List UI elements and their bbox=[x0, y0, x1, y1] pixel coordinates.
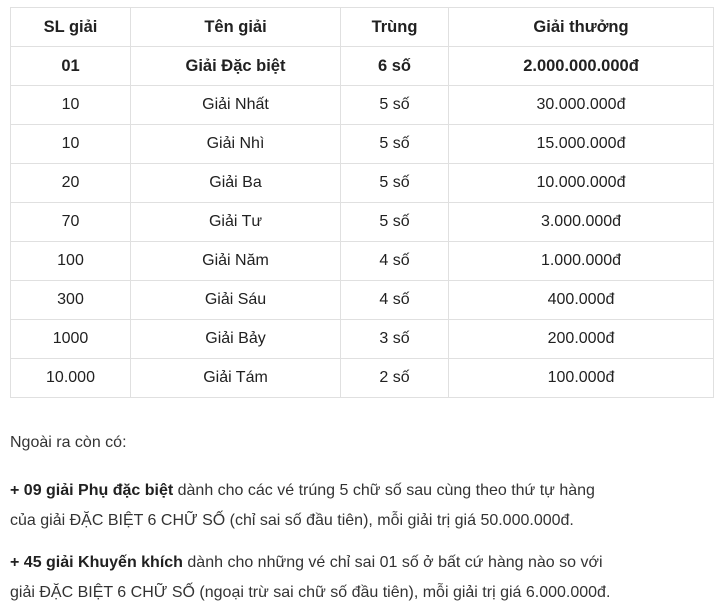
table-cell: 1.000.000đ bbox=[448, 241, 714, 281]
table-cell: Giải Ba bbox=[130, 163, 341, 203]
header-sl-giai: SL giải bbox=[10, 7, 131, 47]
notes-intro: Ngoài ra còn có: bbox=[10, 434, 127, 451]
table-cell: Giải Tư bbox=[130, 202, 341, 242]
note-khuyen-khich: + 45 giải Khuyến khích dành cho những vé… bbox=[10, 548, 702, 604]
header-giai-thuong: Giải thưởng bbox=[448, 7, 714, 47]
table-row: 100 Giải Năm 4 số 1.000.000đ bbox=[10, 241, 714, 281]
table-cell: 10 bbox=[10, 85, 131, 125]
table-cell: 70 bbox=[10, 202, 131, 242]
table-cell: 10.000.000đ bbox=[448, 163, 714, 203]
table-cell: 5 số bbox=[340, 124, 449, 164]
table-cell: 5 số bbox=[340, 85, 449, 125]
table-cell: 30.000.000đ bbox=[448, 85, 714, 125]
table-cell: 20 bbox=[10, 163, 131, 203]
table-row: 10 Giải Nhì 5 số 15.000.000đ bbox=[10, 124, 714, 164]
table-row: 70 Giải Tư 5 số 3.000.000đ bbox=[10, 202, 714, 242]
table-cell: 5 số bbox=[340, 163, 449, 203]
note-khuyen-khich-bold: + 45 giải Khuyến khích bbox=[10, 554, 183, 571]
table-cell: 10.000 bbox=[10, 358, 131, 398]
table-cell: 1000 bbox=[10, 319, 131, 359]
table-cell: 3 số bbox=[340, 319, 449, 359]
table-cell: 5 số bbox=[340, 202, 449, 242]
table-cell: Giải Năm bbox=[130, 241, 341, 281]
header-row: SL giải Tên giải Trùng Giải thưởng bbox=[10, 7, 714, 47]
table-cell: 4 số bbox=[340, 241, 449, 281]
table-row: 10.000 Giải Tám 2 số 100.000đ bbox=[10, 358, 714, 398]
table-cell: Giải Nhất bbox=[130, 85, 341, 125]
note-phu-dac-biet: + 09 giải Phụ đặc biệt dành cho các vé t… bbox=[10, 476, 702, 536]
table-cell: 300 bbox=[10, 280, 131, 320]
table-cell: Giải Nhì bbox=[130, 124, 341, 164]
table-cell: 100 bbox=[10, 241, 131, 281]
table-cell: 2 số bbox=[340, 358, 449, 398]
table-row: 20 Giải Ba 5 số 10.000.000đ bbox=[10, 163, 714, 203]
prize-table-body: 01 Giải Đặc biệt 6 số 2.000.000.000đ 10 Giải … bbox=[10, 46, 714, 398]
note-khuyen-khich-rest: dành cho những vé chỉ sai 01 số ở bất cứ… bbox=[10, 554, 611, 601]
note-phu-dac-biet-rest: dành cho các vé trúng 5 chữ số sau cùng … bbox=[10, 482, 595, 529]
table-cell: 100.000đ bbox=[448, 358, 714, 398]
notes-section: Ngoài ra còn có: + 09 giải Phụ đặc biệt … bbox=[10, 428, 702, 604]
table-cell: 200.000đ bbox=[448, 319, 714, 359]
table-row: 1000 Giải Bảy 3 số 200.000đ bbox=[10, 319, 714, 359]
table-cell: 10 bbox=[10, 124, 131, 164]
table-cell: 4 số bbox=[340, 280, 449, 320]
header-trung: Trùng bbox=[340, 7, 449, 47]
table-cell: Giải Bảy bbox=[130, 319, 341, 359]
prize-table: SL giải Tên giải Trùng Giải thưởng 01 Giả… bbox=[10, 7, 714, 398]
header-ten-giai: Tên giải bbox=[130, 7, 341, 47]
table-cell: Giải Đặc biệt bbox=[130, 46, 341, 86]
table-cell: Giải Sáu bbox=[130, 280, 341, 320]
table-cell: 01 bbox=[10, 46, 131, 86]
table-row: 300 Giải Sáu 4 số 400.000đ bbox=[10, 280, 714, 320]
table-row: 01 Giải Đặc biệt 6 số 2.000.000.000đ bbox=[10, 46, 714, 86]
table-cell: 400.000đ bbox=[448, 280, 714, 320]
prize-table-header: SL giải Tên giải Trùng Giải thưởng bbox=[10, 7, 714, 47]
table-cell: 6 số bbox=[340, 46, 449, 86]
table-cell: 3.000.000đ bbox=[448, 202, 714, 242]
note-phu-dac-biet-bold: + 09 giải Phụ đặc biệt bbox=[10, 482, 174, 499]
table-row: 10 Giải Nhất 5 số 30.000.000đ bbox=[10, 85, 714, 125]
table-cell: Giải Tám bbox=[130, 358, 341, 398]
table-cell: 2.000.000.000đ bbox=[448, 46, 714, 86]
table-cell: 15.000.000đ bbox=[448, 124, 714, 164]
